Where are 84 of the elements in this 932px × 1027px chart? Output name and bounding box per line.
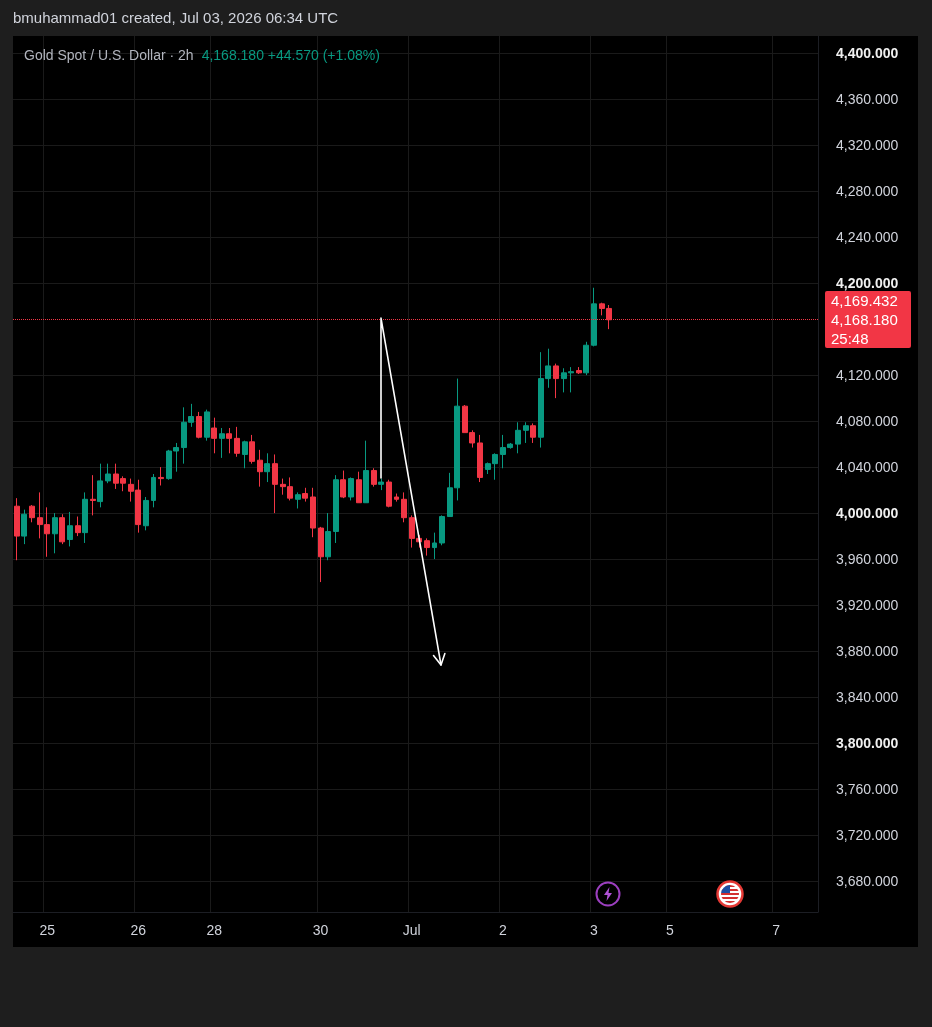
y-tick-label: 3,720.000 (836, 826, 899, 843)
y-tick-label: 3,760.000 (836, 780, 899, 797)
candlestick (67, 511, 73, 547)
candlestick (333, 474, 339, 544)
y-tick-label: 3,920.000 (836, 597, 899, 614)
candlestick (386, 479, 392, 508)
candlestick (143, 496, 149, 531)
y-tick-label: 4,320.000 (836, 137, 899, 154)
candlestick (310, 487, 316, 538)
y-tick-label: 4,360.000 (836, 91, 899, 108)
y-tick-label: 4,400.000 (836, 45, 899, 62)
candlestick (105, 463, 111, 484)
candlestick (234, 426, 240, 458)
candlestick (348, 476, 354, 501)
text: 25:48 (830, 329, 870, 349)
text: bmuhammad01 created, Jul 03, 2026 06:34 UTC (13, 9, 339, 26)
candlestick (226, 427, 232, 454)
candlestick (52, 512, 58, 554)
y-tick-label: 3,960.000 (836, 551, 899, 568)
candlestick (211, 417, 217, 454)
candlestick (158, 466, 164, 486)
y-tick-label: 3,680.000 (836, 872, 899, 889)
candlestick (340, 470, 346, 499)
text: 4,168.180 +44.570 (+1.08%) (201, 47, 380, 63)
candlestick (477, 434, 483, 483)
candlestick (75, 516, 81, 537)
candlestick (272, 453, 278, 514)
candlestick (264, 452, 270, 483)
candlestick (576, 366, 582, 375)
candlestick (249, 434, 255, 465)
x-tick-label: 25 (39, 922, 56, 938)
y-tick-label: 4,200.000 (836, 275, 899, 292)
x-tick-label: 7 (772, 922, 781, 938)
candlestick (318, 526, 324, 583)
candlestick (378, 478, 384, 491)
candlestick (302, 487, 308, 503)
x-tick-label: 30 (312, 922, 329, 938)
candlestick (14, 497, 20, 561)
candlestick (257, 449, 263, 488)
candlestick (523, 421, 529, 444)
candlestick (219, 427, 225, 459)
text: 4,169.432 (830, 291, 899, 311)
candlestick (242, 440, 248, 469)
y-tick-label: 4,280.000 (836, 183, 899, 200)
candlestick (356, 471, 362, 504)
x-tick-label: 2 (498, 922, 507, 938)
x-tick-label: 3 (590, 922, 599, 938)
candlestick (583, 341, 589, 376)
candlestick (151, 473, 156, 508)
y-tick-label: 4,120.000 (836, 367, 899, 384)
candlestick (424, 537, 430, 557)
y-tick-label: 4,240.000 (836, 229, 899, 246)
candlestick (82, 491, 88, 544)
x-tick-label: 26 (130, 922, 147, 938)
candlestick (371, 467, 377, 488)
candlestick (515, 421, 521, 454)
candlestick (530, 422, 536, 444)
x-tick-label: 28 (206, 922, 223, 938)
y-tick-label: 4,080.000 (836, 413, 899, 430)
candlestick (295, 491, 301, 509)
candlestick (29, 504, 35, 523)
x-tick-label: Jul (402, 922, 421, 938)
candlestick (363, 440, 369, 504)
candlestick (59, 513, 65, 545)
y-tick-label: 3,880.000 (836, 643, 899, 660)
y-tick-label: 4,000.000 (836, 505, 899, 522)
candlestick (591, 287, 597, 347)
y-tick-label: 3,800.000 (836, 735, 899, 752)
candlestick (439, 514, 445, 546)
x-tick-label: 5 (666, 922, 675, 938)
candlestick (401, 491, 407, 523)
y-tick-label: 3,840.000 (836, 689, 899, 706)
candlestick (394, 493, 399, 503)
ref-line-label: 4,168.180 (830, 310, 899, 330)
candlestick (204, 409, 210, 442)
candlestick (90, 474, 96, 516)
y-tick-label: 4,040.000 (836, 459, 899, 476)
candlestick (21, 509, 27, 545)
candlestick (97, 463, 103, 508)
candlestick (196, 411, 202, 439)
candlestick (432, 532, 437, 560)
text: Gold Spot / U.S. Dollar · 2h (24, 47, 194, 63)
candlestick (325, 512, 331, 561)
candlestick (553, 363, 559, 399)
